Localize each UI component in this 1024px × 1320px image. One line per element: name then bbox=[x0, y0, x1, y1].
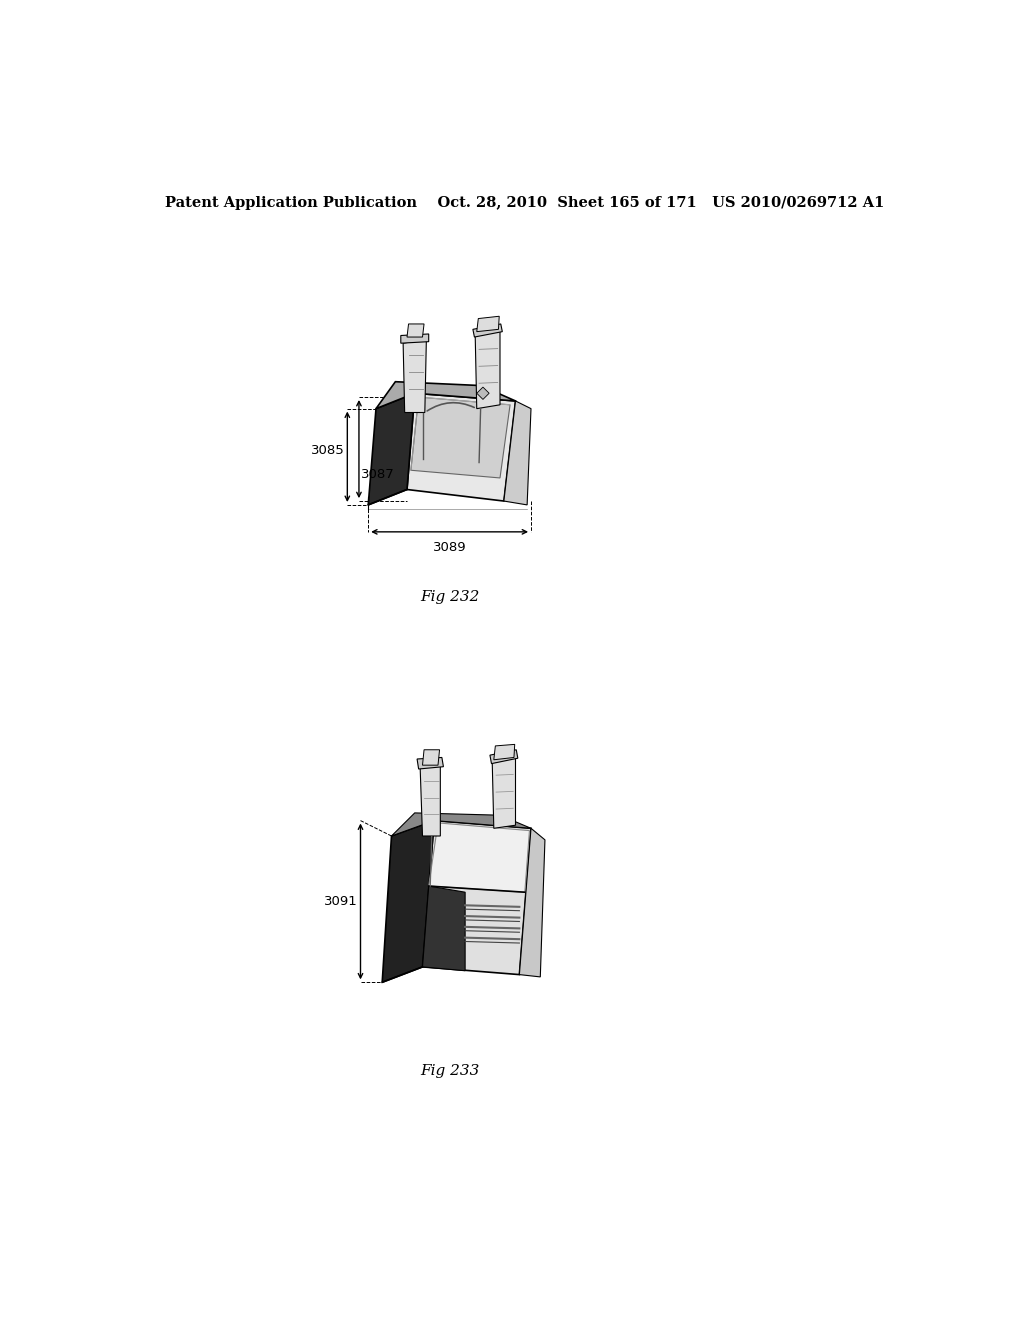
Polygon shape bbox=[477, 387, 489, 400]
Polygon shape bbox=[407, 393, 515, 502]
Polygon shape bbox=[475, 330, 500, 409]
Polygon shape bbox=[376, 381, 515, 409]
Text: 3087: 3087 bbox=[360, 467, 394, 480]
Polygon shape bbox=[489, 750, 518, 763]
Polygon shape bbox=[494, 744, 515, 760]
Polygon shape bbox=[391, 813, 531, 836]
Polygon shape bbox=[473, 323, 503, 337]
Polygon shape bbox=[423, 886, 465, 970]
Polygon shape bbox=[407, 323, 424, 337]
Text: 3089: 3089 bbox=[433, 541, 467, 554]
Text: 3091: 3091 bbox=[325, 895, 358, 908]
Polygon shape bbox=[477, 317, 500, 331]
Polygon shape bbox=[400, 334, 429, 343]
Polygon shape bbox=[423, 750, 439, 766]
Polygon shape bbox=[493, 758, 515, 829]
Polygon shape bbox=[519, 829, 545, 977]
Text: Patent Application Publication    Oct. 28, 2010  Sheet 165 of 171   US 2010/0269: Patent Application Publication Oct. 28, … bbox=[165, 197, 885, 210]
Polygon shape bbox=[429, 822, 529, 892]
Polygon shape bbox=[403, 339, 426, 412]
Polygon shape bbox=[382, 821, 434, 982]
Polygon shape bbox=[417, 758, 443, 770]
Text: 3085: 3085 bbox=[311, 445, 345, 458]
Text: Fig 233: Fig 233 bbox=[420, 1064, 479, 1078]
Polygon shape bbox=[369, 393, 415, 506]
Text: Fig 232: Fig 232 bbox=[420, 590, 479, 605]
Polygon shape bbox=[504, 401, 531, 506]
Polygon shape bbox=[411, 397, 510, 478]
Polygon shape bbox=[420, 764, 440, 836]
Polygon shape bbox=[423, 821, 531, 974]
